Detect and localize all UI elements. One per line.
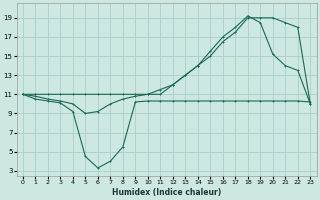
X-axis label: Humidex (Indice chaleur): Humidex (Indice chaleur) [112, 188, 221, 197]
